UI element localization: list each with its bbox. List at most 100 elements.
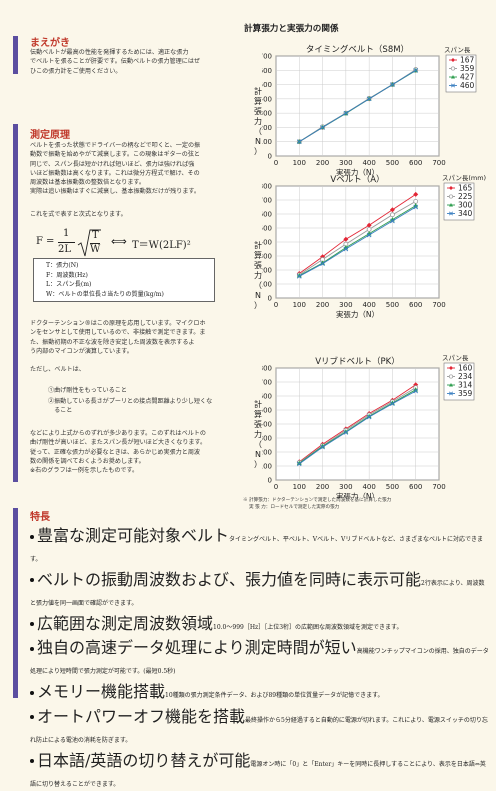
y-tick-label: 0 xyxy=(268,153,272,161)
formula-den1: 2L xyxy=(58,244,72,255)
x-tick-label: 0 xyxy=(274,159,278,167)
legend-marker xyxy=(449,383,453,387)
feature-desc: 高機能ワンチップマイコンの採用、独自のデータ処理により短時間で張力測定が可能です… xyxy=(30,648,489,676)
data-point xyxy=(343,246,349,252)
legend-marker xyxy=(449,203,453,207)
data-point xyxy=(366,413,372,419)
legend-label: 225 xyxy=(458,192,473,201)
double-arrow-icon: ⟺ xyxy=(111,235,127,248)
x-tick-label: 700 xyxy=(432,483,445,491)
data-point xyxy=(320,443,325,449)
legend-title: スパン長 xyxy=(444,46,471,54)
chart-note: ※ 計算張力：ドクターテンションで測定した周波数を基に計算した張力 実 張 力：… xyxy=(243,498,392,510)
bullet-icon xyxy=(30,690,34,695)
formula-bar1 xyxy=(58,242,75,243)
chart2-ylabel: 計 算 張 力 （ N ） xyxy=(254,241,262,310)
legend-label: 460 xyxy=(460,81,475,90)
data-point xyxy=(390,82,395,87)
x-tick-label: 100 xyxy=(293,159,306,167)
feature-item: オートパワーオフ機能を搭載最終操作から5分経過すると自動的に電源が切れます。これ… xyxy=(30,703,490,746)
x-tick-label: 500 xyxy=(386,301,399,309)
feature-title: ベルトの振動周波数および、張力値を同時に表示可能 xyxy=(30,570,421,589)
data-point xyxy=(296,460,302,465)
formula-eq: = xyxy=(46,236,55,247)
data-point xyxy=(389,207,395,213)
x-tick-label: 200 xyxy=(316,159,329,167)
y-tick-label: 100 xyxy=(262,138,272,146)
data-point xyxy=(390,401,395,407)
x-tick-label: 400 xyxy=(362,483,375,491)
series-line xyxy=(299,390,416,465)
data-point xyxy=(296,273,302,279)
legend-marker xyxy=(449,186,453,190)
feature-item: メモリー機能搭載10種類の張力測定条件データ、および89種類の単位質量データが記… xyxy=(30,678,490,702)
legend-label: 234 xyxy=(458,372,473,381)
x-axis-label: 実張力（N） xyxy=(336,491,379,498)
formula-legend-box: T：張力(N) F：周波数(Hz) L：スパン長(m) W：ベルトの単位長さ当た… xyxy=(33,258,215,302)
legend-marker xyxy=(451,75,455,79)
y-tick-label: 300 xyxy=(262,253,272,261)
y-tick-label: 500 xyxy=(262,81,272,89)
x-tick-label: 400 xyxy=(362,159,375,167)
series-line xyxy=(299,205,416,276)
y-tick-label: 600 xyxy=(262,211,272,219)
feature-title: 豊富な測定可能対象ベルト xyxy=(30,526,229,545)
formula-intro: これを式で表すと次式となります。 xyxy=(30,211,127,218)
legend-marker xyxy=(449,391,453,396)
legend-marker xyxy=(451,58,455,62)
y-tick-label: 700 xyxy=(262,379,272,387)
bullet-icon xyxy=(30,715,34,720)
feature-item: ベルトの振動周波数および、張力値を同時に表示可能2行表示により、周波数と張力値を… xyxy=(30,566,490,609)
principle-text: ベルトを張った状態でドライバーの柄などで叩くと、一定の振 動数で振動を始めやがて… xyxy=(30,142,201,196)
series-line xyxy=(299,206,416,277)
y-tick-label: 100 xyxy=(262,463,272,471)
feature-desc: 10.0〜999［Hz］［上位3桁］の広範囲な周波数領域を測定できます。 xyxy=(213,623,403,631)
formula-sqrt-num: T xyxy=(92,230,99,241)
legend-label: 160 xyxy=(458,364,473,373)
data-point xyxy=(296,461,302,467)
y-tick-label: 800 xyxy=(262,365,272,373)
series-line xyxy=(299,201,416,276)
legend-t: T：張力(N) xyxy=(46,262,79,269)
x-tick-label: 100 xyxy=(293,483,306,491)
legend-l: L：スパン長(m) xyxy=(46,281,92,288)
y-tick-label: 200 xyxy=(262,267,272,275)
legend-label: 314 xyxy=(458,381,473,390)
data-point xyxy=(413,191,419,197)
legend-w: W：ベルトの単位長さ当たりの質量(kg/m) xyxy=(46,290,164,298)
data-point xyxy=(413,198,419,204)
feature-desc: タイミングベルト、平ベルト、Vベルト、Vリブドベルトなど、さまざまなベルトに対応… xyxy=(30,536,484,563)
formula-rhs: T＝W(2LF)² xyxy=(132,240,191,251)
intro-accent-bar xyxy=(13,36,18,74)
data-point xyxy=(320,125,325,130)
y-tick-label: 600 xyxy=(262,393,272,401)
feature-title: メモリー機能搭載 xyxy=(30,682,165,701)
series-line xyxy=(299,389,416,464)
data-point xyxy=(366,227,372,232)
feature-item: 広範囲な測定周波数領域10.0〜999［Hz］［上位3桁］の広範囲な周波数領域を… xyxy=(30,610,490,634)
y-tick-label: 700 xyxy=(262,53,272,61)
y-tick-label: 0 xyxy=(268,477,272,485)
data-point xyxy=(366,232,372,238)
data-point xyxy=(413,204,419,210)
x-tick-label: 300 xyxy=(339,483,352,491)
bullet-icon xyxy=(30,759,34,764)
chart-v-ribbed-belt: Vリブドベルト（PK） 800 700 600 500 400 300 200 100 00 100… xyxy=(262,354,475,498)
principle-text4: などにより上式からのずれが多少あります。このずれはベルトの 曲げ剛性が高いほど、… xyxy=(30,430,207,475)
y-tick-label: 700 xyxy=(262,197,272,205)
legend-label: 359 xyxy=(458,389,473,398)
legend-marker xyxy=(449,366,453,370)
series-line xyxy=(299,69,416,143)
x-tick-label: 0 xyxy=(274,483,278,491)
legend-f: F：周波数(Hz) xyxy=(46,271,88,279)
feature-title: 日本語/英語の切り替えが可能 xyxy=(30,751,250,770)
feature-desc: 10種類の張力測定条件データ、および89種類の単位質量データが記憶できます。 xyxy=(165,692,384,700)
feature-title: 広範囲な測定周波数領域 xyxy=(30,614,213,633)
legend-label: 167 xyxy=(460,56,475,65)
x-tick-label: 600 xyxy=(409,483,422,491)
data-point xyxy=(343,110,349,116)
y-tick-label: 400 xyxy=(262,95,272,103)
x-tick-label: 700 xyxy=(432,159,445,167)
formula-num1: 1 xyxy=(63,228,70,239)
features-title: 特長 xyxy=(30,512,50,523)
